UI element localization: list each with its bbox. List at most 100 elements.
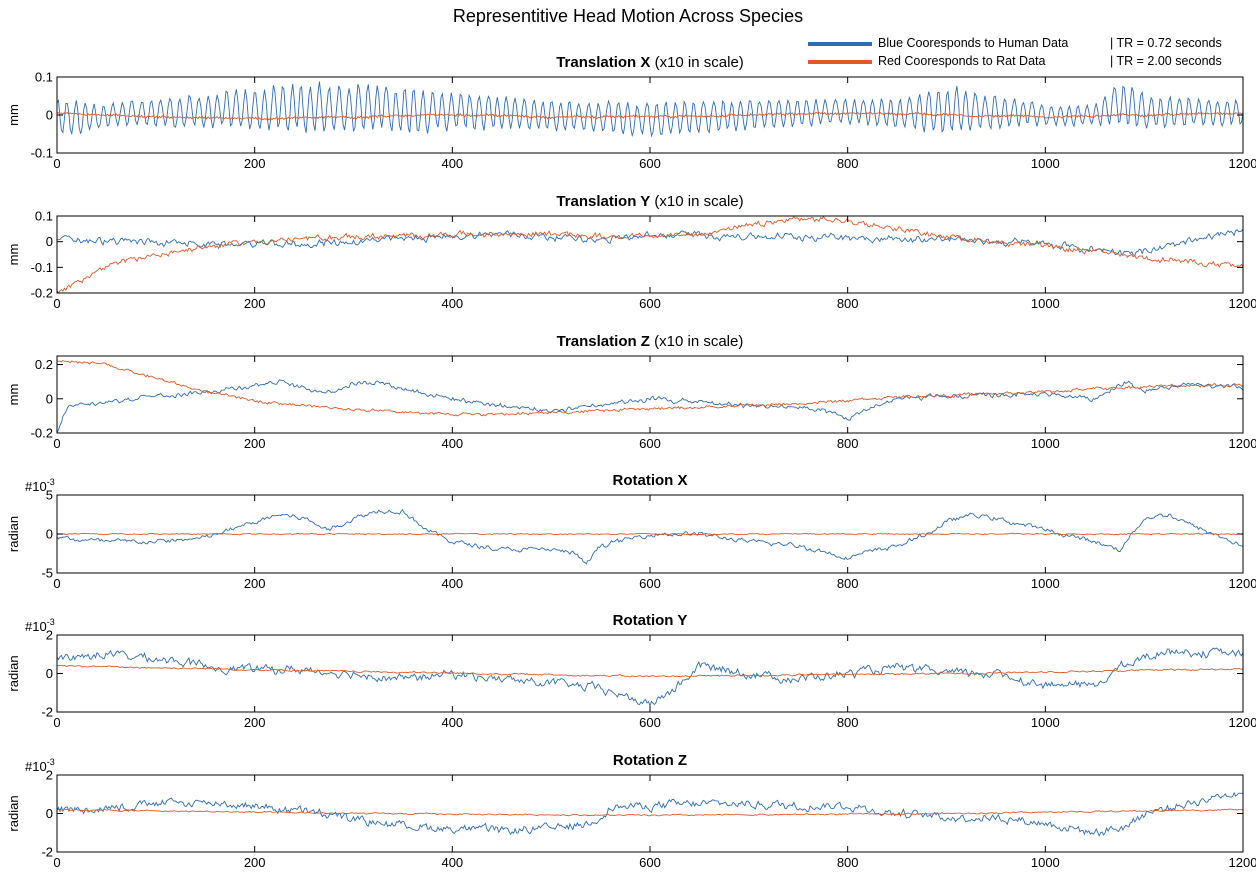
x-tick-label: 400 [441,156,463,171]
y-tick-label: 0.1 [35,209,53,224]
legend-label-rat: Red Cooresponds to Rat Data [878,54,1046,68]
exponent-power: -3 [47,757,55,767]
y-tick-label: -2 [41,705,53,720]
x-tick-label: 0 [53,855,60,870]
panel-title-rest: (x10 in scale) [650,54,743,71]
x-tick-label: 1200 [1229,855,1256,870]
exponent-prefix: #10 [25,759,47,774]
x-tick-label: 800 [837,436,859,451]
x-tick-label: 800 [837,855,859,870]
y-tick-label: 2 [46,768,53,783]
series-rat-line [57,111,1243,121]
y-tick-label: 2 [46,628,53,643]
axes-frame [56,774,1244,853]
x-tick-label: 1000 [1031,156,1060,171]
series-rat-line [57,216,1243,293]
x-tick-label: 1200 [1229,576,1256,591]
x-tick-label: 600 [639,855,661,870]
x-tick-label: 0 [53,156,60,171]
axes-frame [56,634,1244,713]
y-axis-label: radian [6,655,21,691]
x-tick-label: 1200 [1229,436,1256,451]
legend-tr-rat: | TR = 2.00 seconds [1110,54,1222,68]
x-tick-label: 400 [441,296,463,311]
panel-title-bold: Translation X [556,54,650,71]
exponent-prefix: #10 [25,479,47,494]
y-tick-label: 0 [46,666,53,681]
y-tick-label: 0 [46,108,53,123]
panel-title-rest: (x10 in scale) [650,333,743,350]
axes-frame [56,76,1244,154]
x-tick-label: 400 [441,715,463,730]
panel-2: 0 200 400 600 800 1000 1200-0.200.2mmTranslati… [6,333,1256,451]
exponent-prefix: #10 [25,619,47,634]
panel-title: Rotation X [613,472,688,489]
y-tick-label: 5 [46,488,53,503]
x-tick-label: 1200 [1229,296,1256,311]
y-exponent-label: #10-3 [25,477,55,494]
panel-title: Rotation Z [613,752,687,769]
series-human-line [57,647,1243,708]
exponent-power: -3 [47,477,55,487]
x-tick-label: 0 [53,715,60,730]
panel-title-rest: (x10 in scale) [650,193,743,210]
x-tick-label: 0 [53,576,60,591]
y-tick-label: 0 [46,806,53,821]
x-tick-label: 800 [837,156,859,171]
y-exponent-label: #10-3 [25,757,55,774]
x-tick-label: 600 [639,436,661,451]
panel-title-bold: Translation Z [557,333,650,350]
y-tick-label: -0.1 [31,260,53,275]
x-tick-label: 200 [244,576,266,591]
series-rat-line [57,664,1243,678]
y-tick-label: 0.1 [35,70,53,85]
x-tick-label: 1200 [1229,156,1256,171]
legend-swatch-human [808,42,872,46]
x-tick-label: 600 [639,576,661,591]
y-axis-label: radian [6,516,21,552]
x-tick-label: 600 [639,715,661,730]
x-tick-label: 600 [639,156,661,171]
legend-label-human: Blue Cooresponds to Human Data [878,36,1069,50]
panel-title-bold: Rotation Z [613,752,687,769]
figure-title: Representitive Head Motion Across Specie… [452,6,804,26]
x-tick-label: 200 [244,436,266,451]
series-human-line [57,81,1243,138]
x-tick-label: 600 [639,296,661,311]
x-tick-label: 1000 [1031,436,1060,451]
series-human-line [57,509,1243,565]
y-tick-label: 0 [46,234,53,249]
panel-title-bold: Translation Y [556,193,650,210]
panel-title: Rotation Y [613,612,688,629]
x-tick-label: 1000 [1031,855,1060,870]
y-tick-label: 0.2 [35,357,53,372]
x-tick-label: 1000 [1031,296,1060,311]
series-human-line [57,791,1243,837]
panel-title: Translation X (x10 in scale) [556,54,744,71]
series-rat-line [57,360,1243,417]
x-tick-label: 1200 [1229,715,1256,730]
x-tick-label: 200 [244,715,266,730]
axes-frame [56,355,1244,434]
series-human-line [57,379,1243,433]
x-tick-label: 400 [441,576,463,591]
y-tick-label: -0.2 [31,286,53,301]
panel-title: Translation Y (x10 in scale) [556,193,743,210]
y-tick-label: 0 [46,391,53,406]
panel-0: 0 200 400 600 800 1000 1200-0.100.1mmTranslati… [6,54,1256,171]
y-tick-label: -2 [41,845,53,860]
y-tick-label: 0 [46,527,53,542]
panel-title: Translation Z (x10 in scale) [557,333,744,350]
axes-frame [56,215,1244,294]
y-exponent-label: #10-3 [25,617,55,634]
exponent-power: -3 [47,617,55,627]
legend-swatch-rat [808,60,872,64]
x-tick-label: 800 [837,296,859,311]
y-tick-label: -0.2 [31,426,53,441]
legend-tr-human: | TR = 0.72 seconds [1110,36,1222,50]
series-rat-line [57,808,1243,817]
